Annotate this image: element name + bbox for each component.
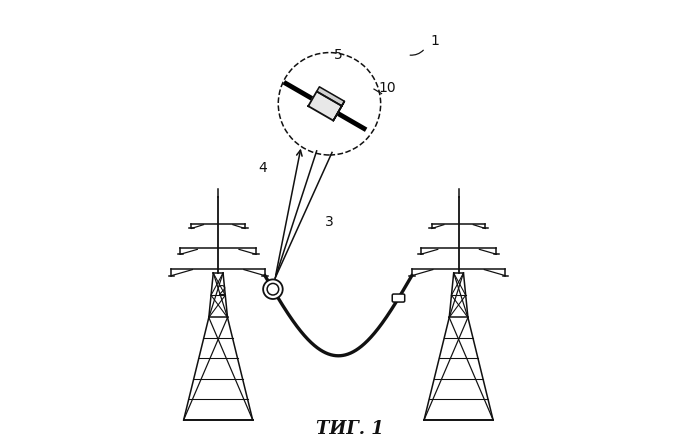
Text: 10: 10 [379,81,396,95]
Polygon shape [308,91,342,121]
Text: 1: 1 [431,34,440,48]
Text: 4: 4 [259,161,267,175]
Polygon shape [317,87,345,106]
Text: 2: 2 [218,284,227,298]
Circle shape [263,280,282,299]
Text: ΤИГ. 1: ΤИГ. 1 [316,420,383,438]
FancyBboxPatch shape [392,294,405,302]
Text: 3: 3 [325,215,334,229]
Polygon shape [333,101,345,121]
Text: 5: 5 [334,48,343,62]
